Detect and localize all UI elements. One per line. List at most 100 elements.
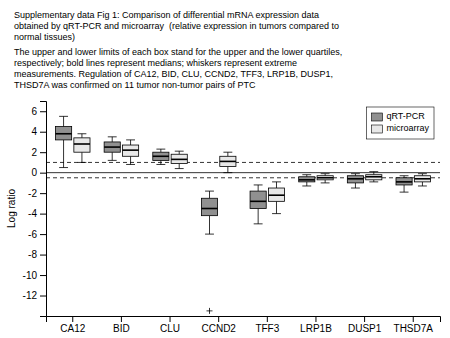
- whisker-cap: [351, 188, 360, 189]
- whisker-cap: [321, 182, 330, 183]
- whisker-cap: [108, 136, 117, 137]
- flier: [207, 308, 213, 314]
- whisker-cap: [59, 167, 68, 168]
- whisker: [179, 163, 180, 168]
- box: [74, 134, 90, 163]
- whisker-cap: [108, 160, 117, 161]
- y-axis-title: Log ratio: [6, 189, 17, 228]
- legend-swatch: [371, 125, 382, 133]
- legend-label: microarray: [386, 123, 429, 133]
- box: [268, 182, 284, 214]
- x-tick-label: BID: [113, 323, 130, 334]
- median: [250, 201, 266, 203]
- box: [299, 175, 315, 186]
- legend: qRT-PCR microarray: [366, 107, 434, 139]
- whisker-cap: [126, 139, 135, 140]
- whisker-cap: [205, 234, 214, 235]
- box-body: [250, 191, 266, 208]
- whisker: [209, 216, 210, 234]
- x-tick: BID: [113, 316, 130, 334]
- box-body: [171, 154, 187, 163]
- y-tick-label: 0: [31, 167, 37, 178]
- box: [122, 140, 138, 165]
- y-tick-label: -2: [28, 188, 37, 199]
- whisker: [63, 116, 64, 126]
- x-tick-mark: [364, 316, 365, 322]
- chart-container: Supplementary data Fig 1: Comparison of …: [0, 0, 450, 338]
- box: [104, 137, 120, 161]
- reference-line: [46, 172, 440, 173]
- y-tick-mark: [40, 132, 46, 133]
- x-tick-label: LRP1B: [300, 323, 332, 334]
- whisker: [276, 201, 277, 213]
- x-tick-mark: [315, 316, 316, 322]
- median: [317, 177, 333, 179]
- box-body: [347, 176, 363, 183]
- box: [414, 174, 430, 186]
- x-tick: TFF3: [255, 316, 279, 334]
- x-tick-label: TFF3: [255, 323, 279, 334]
- box-body: [201, 198, 217, 215]
- subtitle: respectively; bold lines represent media…: [14, 58, 297, 68]
- y-axis: -12-10-8-6-4-20246: [23, 102, 47, 317]
- whisker-cap: [156, 164, 165, 165]
- y-tick: 0: [31, 167, 46, 178]
- x-tick-mark: [121, 316, 122, 322]
- whisker-cap: [77, 133, 86, 134]
- whisker: [209, 191, 210, 198]
- title: Supplementary data Fig 1: Comparison of …: [14, 10, 319, 20]
- whisker-cap: [223, 172, 232, 173]
- whisker: [160, 149, 161, 152]
- whisker-cap: [175, 168, 184, 169]
- whisker-cap: [254, 184, 263, 185]
- y-tick-mark: [40, 275, 46, 276]
- x-tick: CCND2: [201, 316, 236, 334]
- box: [201, 191, 217, 314]
- whisker: [112, 137, 113, 142]
- x-tick-mark: [267, 316, 268, 322]
- median: [268, 194, 284, 196]
- legend-label: qRT-PCR: [386, 111, 425, 121]
- x-tick-label: CA12: [60, 323, 85, 334]
- whisker: [258, 185, 259, 191]
- median: [366, 176, 382, 178]
- y-tick: 2: [31, 147, 46, 158]
- x-tick-label: CCND2: [201, 323, 236, 334]
- x-tick: LRP1B: [300, 316, 332, 334]
- whisker: [179, 151, 180, 154]
- whisker-cap: [126, 164, 135, 165]
- box: [396, 176, 412, 192]
- box-series: [74, 134, 431, 214]
- whisker-cap: [59, 116, 68, 117]
- x-tick-label: CLU: [160, 323, 180, 334]
- whisker: [130, 140, 131, 145]
- title: normal tissues): [14, 32, 75, 42]
- y-tick-mark: [40, 152, 46, 153]
- whisker-cap: [369, 171, 378, 172]
- whisker: [227, 152, 228, 156]
- box-body: [74, 138, 90, 152]
- whisker-cap: [77, 162, 86, 163]
- y-tick-label: 6: [31, 106, 37, 117]
- box: [220, 152, 236, 172]
- box-body: [104, 142, 120, 152]
- whisker: [373, 172, 374, 175]
- y-tick-label: -6: [28, 229, 37, 240]
- whisker-cap: [175, 151, 184, 152]
- median: [55, 133, 71, 135]
- whisker: [112, 152, 113, 160]
- whisker-cap: [302, 185, 311, 186]
- box-body: [414, 176, 430, 182]
- y-tick-mark: [40, 111, 46, 112]
- whisker: [325, 180, 326, 183]
- x-tick-mark: [72, 316, 73, 322]
- median: [396, 181, 412, 183]
- subtitle: THSD7A was confirmed on 11 tumor non-tum…: [14, 80, 256, 90]
- box: [55, 116, 71, 167]
- whisker: [258, 209, 259, 224]
- whisker-cap: [205, 191, 214, 192]
- y-tick: -12: [23, 290, 46, 301]
- whisker-cap: [321, 173, 330, 174]
- y-tick: 4: [31, 126, 46, 137]
- box: [250, 185, 266, 224]
